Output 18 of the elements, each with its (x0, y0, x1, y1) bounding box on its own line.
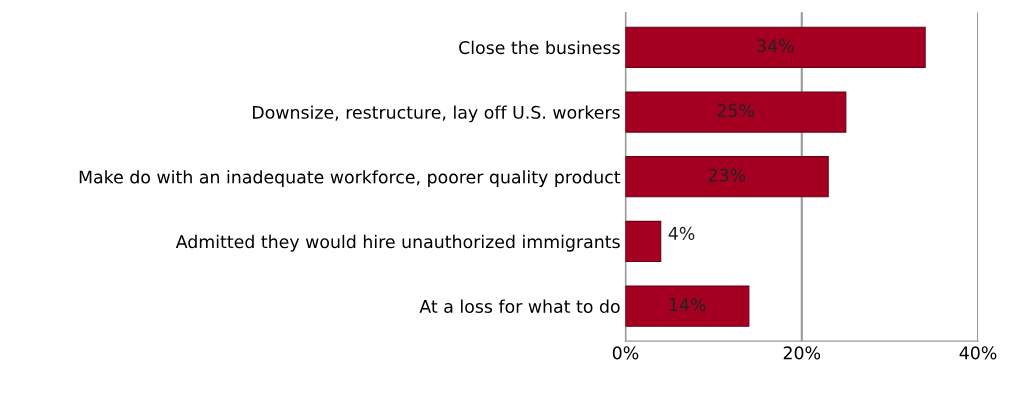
bar (625, 220, 662, 263)
data-label: 4% (668, 226, 695, 240)
y-tick-label: Admitted they would hire unauthorized immigrants (175, 234, 620, 252)
data-label: 14% (669, 298, 706, 312)
x-tick-label: 40% (959, 346, 997, 360)
data-label: 25% (717, 103, 754, 118)
data-label: 23% (708, 168, 746, 182)
data-label: 34% (757, 39, 794, 53)
y-tick-label: Downsize, restructure, lay off U.S. workers (253, 105, 620, 123)
y-tick-label: Close the business (459, 40, 620, 55)
x-tick-label: 20% (783, 346, 821, 360)
bar (625, 26, 926, 68)
bar (625, 91, 847, 133)
y-tick-label: At a loss for what to do (419, 299, 620, 313)
bar (625, 156, 829, 198)
x-tick-label: 0% (612, 346, 639, 360)
bar (625, 285, 750, 327)
y-tick-label: Make do with an inadequate workforce, poorer quality product (79, 170, 621, 187)
